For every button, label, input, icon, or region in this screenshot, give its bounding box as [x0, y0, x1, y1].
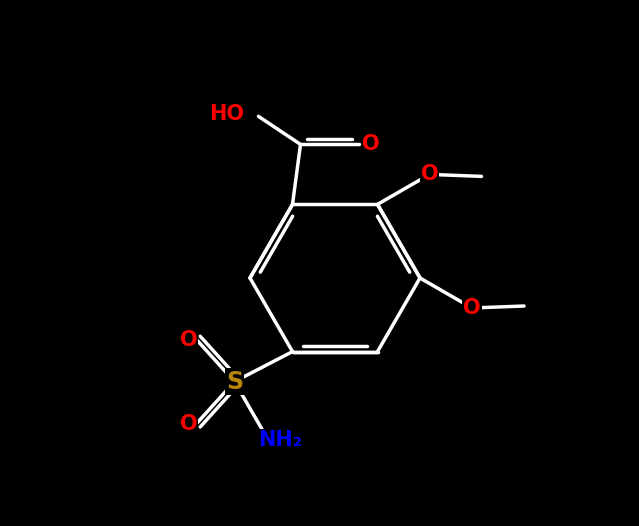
Text: O: O: [180, 413, 197, 433]
Text: O: O: [180, 330, 197, 350]
Text: NH₂: NH₂: [259, 430, 302, 450]
Text: S: S: [226, 370, 243, 393]
Text: O: O: [362, 134, 380, 155]
Text: O: O: [463, 298, 481, 318]
Text: HO: HO: [210, 104, 245, 124]
Text: O: O: [420, 165, 438, 185]
